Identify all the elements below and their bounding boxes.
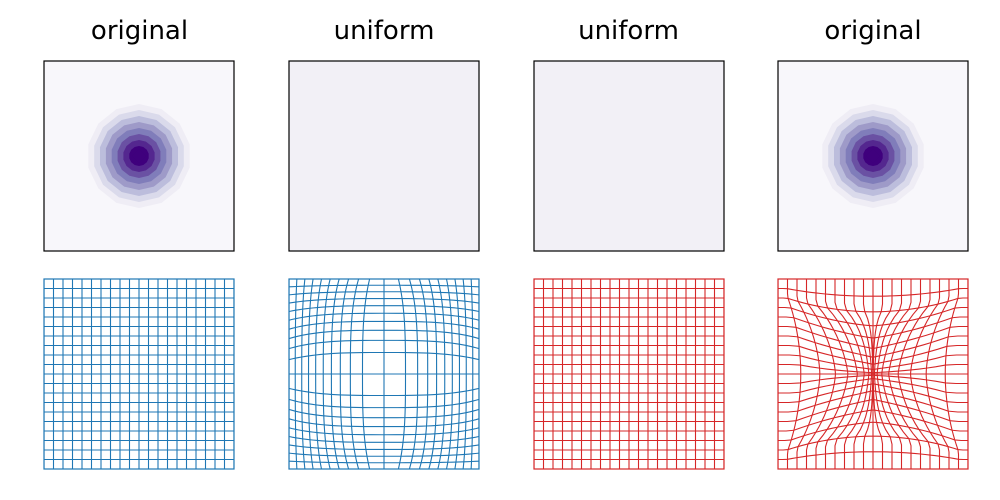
grid-line-v-19 bbox=[944, 279, 960, 469]
grid-line-h-18 bbox=[778, 435, 968, 451]
panel-3 bbox=[533, 60, 725, 252]
grid-line-h-16 bbox=[289, 435, 479, 443]
uniform-field bbox=[289, 61, 479, 251]
panel-4-frame bbox=[777, 60, 969, 252]
panel-6-frame bbox=[288, 278, 480, 470]
panel-1-frame bbox=[43, 60, 235, 252]
grid-line-h-18 bbox=[289, 452, 479, 457]
grid-line-h-19 bbox=[289, 460, 479, 464]
panel-6 bbox=[288, 278, 480, 470]
panel-2-frame bbox=[288, 60, 480, 252]
grid-line-v-18 bbox=[462, 279, 467, 469]
grid-line-v-15 bbox=[437, 279, 446, 469]
panel-3-plot-area bbox=[534, 61, 724, 251]
grid-line-v-14 bbox=[428, 279, 438, 469]
grid-line-h-15 bbox=[778, 398, 968, 423]
panel-7 bbox=[533, 278, 725, 470]
grid-line-h-17 bbox=[289, 444, 479, 451]
grid-line-v-19 bbox=[470, 279, 474, 469]
panel-4-plot-area bbox=[778, 61, 968, 251]
grid-line-v-18 bbox=[925, 279, 950, 469]
uniform-field bbox=[534, 61, 724, 251]
grid-line-v-14 bbox=[881, 279, 912, 469]
panel-4 bbox=[777, 60, 969, 252]
grid-line-h-14 bbox=[778, 390, 968, 413]
grid-line-v-12 bbox=[873, 279, 893, 469]
grid-line-h-19 bbox=[778, 451, 968, 461]
grid-line-h-11 bbox=[289, 387, 479, 397]
panel-1 bbox=[43, 60, 235, 252]
grid-line-h-16 bbox=[778, 409, 968, 432]
grid-line-v-11 bbox=[872, 279, 884, 469]
grid-line-h-12 bbox=[778, 377, 968, 394]
panel-5 bbox=[43, 278, 235, 470]
field-peak bbox=[132, 149, 146, 163]
panel-5-frame bbox=[43, 278, 235, 470]
panel-6-plot-area bbox=[289, 279, 479, 469]
grid-line-h-11 bbox=[778, 374, 968, 385]
panel-2-title: uniform bbox=[334, 16, 435, 46]
grid-line-h-13 bbox=[778, 383, 968, 404]
panel-7-frame bbox=[533, 278, 725, 470]
grid-line-v-17 bbox=[910, 279, 941, 469]
grid-line-h-17 bbox=[778, 421, 968, 442]
grid-line-v-13 bbox=[876, 279, 903, 469]
panel-8 bbox=[777, 278, 969, 470]
grid-line-h-15 bbox=[289, 427, 479, 436]
panel-8-frame bbox=[777, 278, 969, 470]
panel-8-plot-area bbox=[778, 279, 968, 469]
panel-5-plot-area bbox=[44, 279, 234, 469]
panel-1-title: original bbox=[91, 16, 188, 46]
panel-3-frame bbox=[533, 60, 725, 252]
panel-7-plot-area bbox=[534, 279, 724, 469]
grid-line-v-16 bbox=[445, 279, 453, 469]
grid-line-h-13 bbox=[289, 408, 479, 419]
panel-2 bbox=[288, 60, 480, 252]
grid-line-h-12 bbox=[289, 398, 479, 409]
grid-line-v-11 bbox=[397, 279, 407, 469]
panels bbox=[43, 60, 969, 470]
grid-line-v-13 bbox=[418, 279, 429, 469]
grid-line-v-17 bbox=[454, 279, 461, 469]
grid-line-v-15 bbox=[888, 279, 922, 469]
panel-2-plot-area bbox=[289, 61, 479, 251]
grid-line-v-16 bbox=[897, 279, 931, 469]
field-peak bbox=[866, 149, 880, 163]
panel-1-plot-area bbox=[44, 61, 234, 251]
grid-line-v-12 bbox=[408, 279, 419, 469]
panel-3-title: uniform bbox=[578, 16, 679, 46]
grid-line-h-14 bbox=[289, 418, 479, 428]
panel-4-title: original bbox=[824, 16, 921, 46]
